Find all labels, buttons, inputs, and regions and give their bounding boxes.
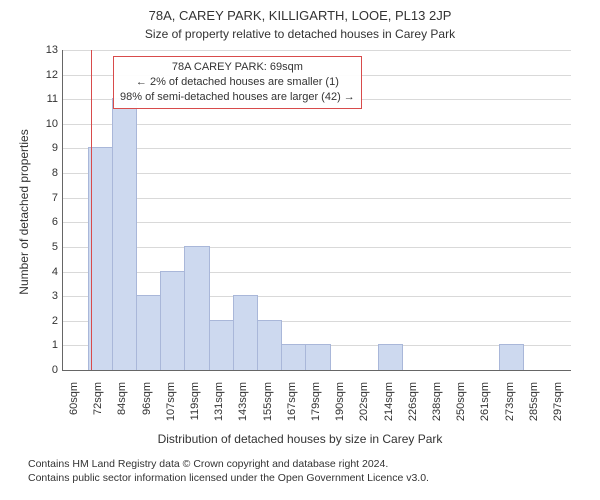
chart-subtitle: Size of property relative to detached ho… [0, 27, 600, 41]
y-tick-label: 1 [28, 339, 58, 351]
gridline [63, 50, 571, 51]
gridline [63, 124, 571, 125]
marker-line [91, 50, 92, 370]
annotation-line-3: 98% of semi-detached houses are larger (… [120, 90, 355, 105]
x-tick-label: 285sqm [528, 382, 540, 432]
x-tick-label: 84sqm [116, 382, 128, 432]
y-tick-label: 5 [28, 241, 58, 253]
gridline [63, 173, 571, 174]
x-tick-label: 72sqm [92, 382, 104, 432]
x-tick-label: 214sqm [383, 382, 395, 432]
y-tick-label: 2 [28, 315, 58, 327]
y-tick-label: 11 [28, 93, 58, 105]
y-tick-label: 7 [28, 192, 58, 204]
y-tick-label: 0 [28, 364, 58, 376]
bar [305, 344, 330, 370]
x-tick-label: 131sqm [213, 382, 225, 432]
y-tick-label: 10 [28, 118, 58, 130]
y-tick-label: 12 [28, 69, 58, 81]
footer-line-1: Contains HM Land Registry data © Crown c… [28, 458, 429, 472]
annotation-line-2: ← 2% of detached houses are smaller (1) [120, 75, 355, 90]
x-tick-label: 96sqm [141, 382, 153, 432]
bar [233, 295, 258, 370]
bar [184, 246, 209, 370]
bar [378, 344, 403, 370]
bar [136, 295, 161, 370]
x-axis-label: Distribution of detached houses by size … [0, 432, 600, 446]
x-tick-label: 250sqm [455, 382, 467, 432]
y-tick-label: 9 [28, 142, 58, 154]
x-tick-label: 107sqm [165, 382, 177, 432]
footer-line-2: Contains public sector information licen… [28, 472, 429, 486]
x-tick-label: 179sqm [310, 382, 322, 432]
x-tick-label: 226sqm [407, 382, 419, 432]
annotation-box: 78A CAREY PARK: 69sqm ← 2% of detached h… [113, 56, 362, 109]
gridline [63, 247, 571, 248]
y-tick-label: 4 [28, 266, 58, 278]
x-tick-label: 119sqm [189, 382, 201, 432]
y-tick-label: 13 [28, 44, 58, 56]
x-tick-label: 238sqm [431, 382, 443, 432]
x-tick-label: 143sqm [237, 382, 249, 432]
x-tick-label: 202sqm [358, 382, 370, 432]
y-tick-label: 3 [28, 290, 58, 302]
y-tick-label: 8 [28, 167, 58, 179]
plot-area: 78A CAREY PARK: 69sqm ← 2% of detached h… [62, 50, 571, 371]
bar [499, 344, 524, 370]
gridline [63, 272, 571, 273]
x-tick-label: 297sqm [552, 382, 564, 432]
annotation-line-1: 78A CAREY PARK: 69sqm [120, 60, 355, 75]
bar [257, 320, 282, 370]
bar [160, 271, 185, 370]
bar [209, 320, 234, 370]
x-tick-label: 190sqm [334, 382, 346, 432]
y-tick-label: 6 [28, 216, 58, 228]
gridline [63, 148, 571, 149]
bar [112, 98, 137, 370]
x-tick-label: 155sqm [262, 382, 274, 432]
bar [281, 344, 306, 370]
x-tick-label: 261sqm [479, 382, 491, 432]
footer-attribution: Contains HM Land Registry data © Crown c… [28, 458, 429, 485]
chart-title: 78A, CAREY PARK, KILLIGARTH, LOOE, PL13 … [0, 8, 600, 23]
x-tick-label: 273sqm [504, 382, 516, 432]
x-tick-label: 167sqm [286, 382, 298, 432]
gridline [63, 222, 571, 223]
gridline [63, 198, 571, 199]
x-tick-label: 60sqm [68, 382, 80, 432]
